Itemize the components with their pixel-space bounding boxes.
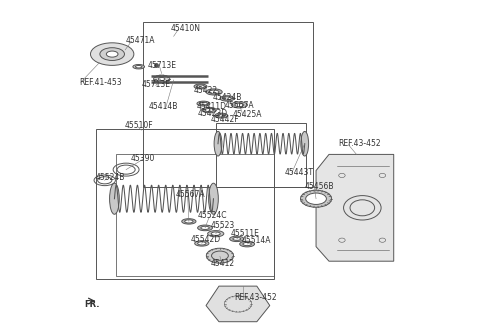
Ellipse shape <box>133 64 144 69</box>
Text: FR.: FR. <box>84 300 100 309</box>
Text: 45422: 45422 <box>194 86 218 95</box>
Ellipse shape <box>217 114 225 117</box>
Text: 45713E: 45713E <box>142 80 170 89</box>
Ellipse shape <box>195 241 209 246</box>
Text: 45456B: 45456B <box>305 182 334 191</box>
Text: 45713E: 45713E <box>148 61 177 70</box>
Text: 45542D: 45542D <box>191 235 221 244</box>
Ellipse shape <box>135 65 142 68</box>
Ellipse shape <box>229 236 244 241</box>
Text: 45425A: 45425A <box>233 110 263 119</box>
Text: 45423D: 45423D <box>198 109 228 118</box>
Text: 45471A: 45471A <box>126 36 156 45</box>
Ellipse shape <box>206 248 234 263</box>
Ellipse shape <box>202 107 216 113</box>
Text: 45524C: 45524C <box>198 211 228 220</box>
Text: 45410N: 45410N <box>170 24 201 33</box>
Text: 45412: 45412 <box>210 259 234 268</box>
Ellipse shape <box>200 102 207 105</box>
Ellipse shape <box>300 190 332 207</box>
Text: 45443T: 45443T <box>285 168 313 177</box>
Ellipse shape <box>211 232 220 235</box>
Ellipse shape <box>215 113 228 118</box>
Ellipse shape <box>198 242 206 245</box>
Ellipse shape <box>214 131 222 156</box>
Ellipse shape <box>220 96 234 101</box>
Text: 45411D: 45411D <box>196 102 226 111</box>
Ellipse shape <box>185 220 193 223</box>
Ellipse shape <box>201 226 209 229</box>
Ellipse shape <box>107 51 118 57</box>
Text: 45523: 45523 <box>210 221 234 230</box>
Ellipse shape <box>231 102 248 108</box>
Text: 45567A: 45567A <box>176 190 205 199</box>
Ellipse shape <box>194 84 207 89</box>
Text: 45442F: 45442F <box>210 115 239 124</box>
Ellipse shape <box>91 43 134 65</box>
Ellipse shape <box>197 85 204 88</box>
Text: 45567A: 45567A <box>225 101 254 111</box>
Text: 45424B: 45424B <box>213 93 242 102</box>
Ellipse shape <box>206 89 222 95</box>
Text: 45414B: 45414B <box>149 102 178 111</box>
Ellipse shape <box>205 109 214 112</box>
Ellipse shape <box>198 225 213 231</box>
Ellipse shape <box>208 231 224 237</box>
Text: 45524B: 45524B <box>96 173 125 182</box>
Ellipse shape <box>223 97 231 100</box>
Ellipse shape <box>158 77 165 81</box>
Ellipse shape <box>209 90 219 94</box>
Text: 45390: 45390 <box>131 154 155 163</box>
Ellipse shape <box>243 242 252 246</box>
Text: REF.41-453: REF.41-453 <box>80 78 122 87</box>
Polygon shape <box>206 286 270 322</box>
Text: 45514A: 45514A <box>241 236 271 245</box>
Ellipse shape <box>154 75 170 83</box>
Text: REF.43-452: REF.43-452 <box>339 139 381 148</box>
Ellipse shape <box>301 131 309 156</box>
Ellipse shape <box>109 183 120 214</box>
Ellipse shape <box>240 241 254 247</box>
Text: 45510F: 45510F <box>125 121 154 130</box>
Ellipse shape <box>235 103 244 107</box>
Ellipse shape <box>233 237 240 240</box>
Text: REF.43-452: REF.43-452 <box>234 293 277 302</box>
Polygon shape <box>316 154 394 261</box>
Ellipse shape <box>209 183 218 214</box>
Ellipse shape <box>100 48 124 60</box>
Ellipse shape <box>197 101 210 106</box>
Ellipse shape <box>182 219 196 224</box>
Text: 45511E: 45511E <box>231 228 260 238</box>
Ellipse shape <box>306 193 326 204</box>
